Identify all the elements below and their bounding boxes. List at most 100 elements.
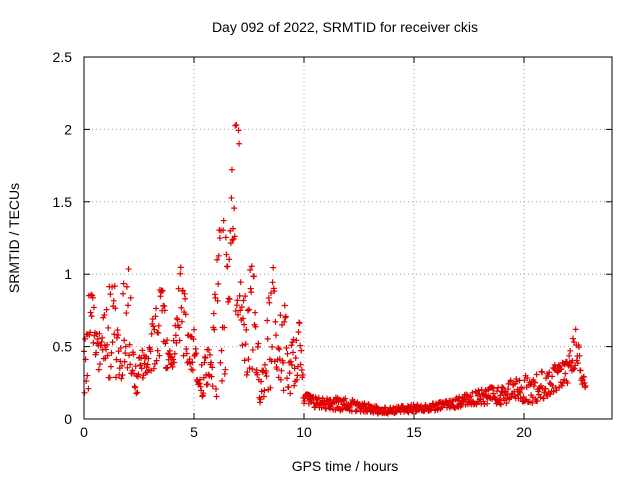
data-point [137,362,144,369]
data-point [236,292,243,299]
data-point [228,166,235,173]
data-point [197,376,204,383]
data-point [248,263,255,270]
data-point [552,364,559,371]
data-point [244,307,251,314]
plot-frame [83,56,613,420]
data-point [101,311,108,318]
data-point [295,329,302,336]
data-point [284,350,291,357]
data-point [208,359,215,366]
data-point [546,380,553,387]
data-point [283,344,290,351]
data-point [240,297,247,304]
data-point [122,350,129,357]
data-point [255,340,262,347]
data-point [177,264,184,271]
data-point [125,302,131,309]
data-point [539,369,546,376]
data-point [208,373,215,380]
data-point [524,375,531,382]
data-point [227,240,234,247]
data-point [274,366,281,373]
y-tick-label: 0.5 [53,339,73,355]
data-point [121,337,128,344]
data-point [132,384,139,391]
data-point [201,359,208,366]
data-point [353,407,360,414]
data-point [576,352,583,359]
data-point [209,383,216,390]
x-tick-label: 10 [296,424,312,440]
data-point [569,335,576,342]
data-point [292,355,299,362]
data-point [497,392,504,399]
data-point [124,364,131,371]
data-point [149,315,156,322]
x-tick-label: 15 [406,424,422,440]
data-point [204,381,211,388]
data-point [100,314,107,321]
data-point [107,363,114,370]
data-point [361,400,368,407]
data-point [216,235,223,242]
data-point [155,322,162,329]
data-point [222,234,229,241]
data-point [549,373,556,380]
data-series [81,121,589,417]
data-point [213,385,219,392]
data-point [297,342,304,349]
data-point [190,336,197,343]
data-point [567,347,574,354]
data-point [254,371,261,378]
data-point [281,302,288,309]
data-point [475,387,482,394]
data-point [490,385,497,392]
data-point [127,361,134,368]
data-point [95,366,102,373]
data-point [243,326,250,333]
data-point [93,349,100,356]
data-point [572,326,579,333]
data-point [148,330,155,337]
data-point [275,344,282,351]
data-point [318,404,325,411]
data-point [298,347,305,354]
data-point [298,367,305,374]
data-point [290,349,296,356]
data-point [576,344,582,351]
data-point [287,390,294,397]
y-axis-label: SRMTID / TECUs [6,183,22,293]
data-point [533,371,540,378]
data-point [513,378,520,385]
data-point [267,384,274,391]
data-point [161,307,168,314]
data-point [549,382,556,389]
data-point [229,236,236,243]
data-point [235,127,242,134]
data-point [109,339,116,346]
data-point [497,401,504,408]
data-point [247,266,254,273]
data-point [231,205,238,212]
data-point [111,283,118,290]
data-point [542,385,549,392]
data-point [261,387,268,394]
data-point [152,313,159,320]
data-point [263,373,270,380]
data-point [151,326,158,333]
data-point [490,390,497,397]
data-point [289,339,296,346]
data-point [174,316,181,323]
data-point [277,312,284,319]
data-point [156,352,163,359]
data-point [484,400,491,407]
data-point [81,389,88,396]
data-point [210,310,217,317]
data-point [220,227,227,234]
data-point [164,337,171,344]
data-point [299,371,306,378]
data-point [153,357,160,364]
data-point [264,335,271,342]
data-point [239,315,246,322]
